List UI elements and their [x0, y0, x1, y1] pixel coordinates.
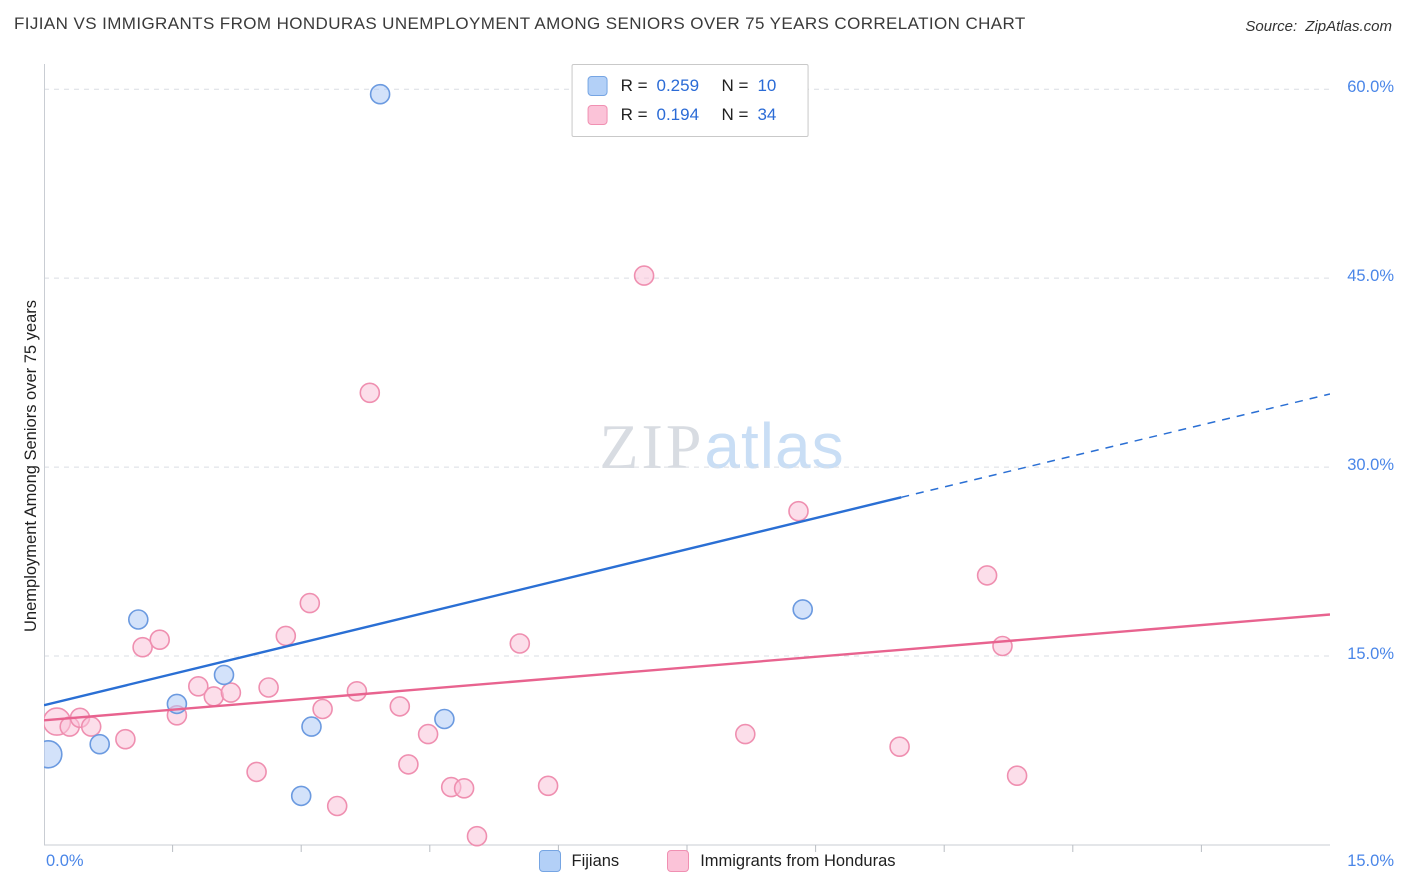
y-axis-title: Unemployment Among Seniors over 75 years: [22, 300, 40, 632]
legend-item-honduras: Immigrants from Honduras: [667, 850, 896, 872]
data-point-immigrants-from-honduras: [326, 795, 348, 817]
n-label: N =: [721, 76, 749, 95]
data-point-immigrants-from-honduras: [1006, 765, 1028, 787]
source-link[interactable]: ZipAtlas.com: [1305, 18, 1392, 35]
data-point-immigrants-from-honduras: [149, 629, 170, 651]
data-point-immigrants-from-honduras: [359, 382, 381, 404]
data-point-immigrants-from-honduras: [188, 675, 209, 697]
y-axis-tick-label: 60.0%: [1347, 78, 1394, 97]
x-axis-min-label: 0.0%: [46, 852, 84, 870]
trend-line-immigrants-from-honduras: [44, 613, 1330, 722]
legend-row-honduras: R = 0.194 N = 34: [587, 105, 788, 125]
y-axis-tick-label: 45.0%: [1347, 267, 1394, 286]
data-point-immigrants-from-honduras: [466, 825, 488, 847]
fijians-legend-swatch: [538, 850, 561, 872]
data-point-immigrants-from-honduras: [453, 777, 475, 799]
data-point-immigrants-from-honduras: [417, 723, 439, 745]
data-point-immigrants-from-honduras: [398, 754, 419, 775]
data-point-fijians: [290, 785, 312, 807]
data-point-immigrants-from-honduras: [132, 636, 153, 658]
r-value-honduras: 0.194: [656, 105, 700, 124]
data-point-immigrants-from-honduras: [788, 500, 809, 522]
correlation-stats-legend: R = 0.259 N = 10 R = 0.194 N = 34: [571, 64, 809, 137]
data-point-immigrants-from-honduras: [734, 723, 756, 745]
y-axis-tick-label: 30.0%: [1347, 456, 1394, 475]
honduras-legend-swatch: [667, 850, 690, 872]
n-value-honduras: 34: [757, 105, 777, 124]
data-point-fijians: [128, 609, 149, 630]
data-point-immigrants-from-honduras: [312, 698, 333, 720]
trend-line-extension-fijians: [901, 393, 1330, 499]
source-label: Source:: [1245, 18, 1298, 35]
data-point-immigrants-from-honduras: [992, 635, 1013, 657]
fijians-legend-label: Fijians: [571, 851, 620, 870]
data-point-immigrants-from-honduras: [633, 265, 655, 286]
n-value-fijians: 10: [757, 76, 777, 95]
n-label: N =: [721, 105, 749, 124]
data-point-immigrants-from-honduras: [509, 633, 531, 654]
data-point-immigrants-from-honduras: [220, 682, 242, 703]
data-point-fijians: [89, 733, 111, 755]
x-axis-max-label: 15.0%: [1347, 852, 1394, 870]
data-point-immigrants-from-honduras: [203, 686, 225, 707]
r-label: R =: [620, 76, 648, 95]
data-point-fijians: [792, 599, 814, 620]
data-point-immigrants-from-honduras: [258, 677, 279, 698]
source-attribution: Source: ZipAtlas.com: [1245, 18, 1392, 35]
data-point-immigrants-from-honduras: [80, 716, 102, 737]
data-point-immigrants-from-honduras: [346, 680, 368, 702]
data-point-fijians: [44, 740, 63, 769]
scatter-plot-canvas: [44, 64, 1330, 852]
data-point-immigrants-from-honduras: [299, 592, 321, 614]
fijians-swatch: [587, 76, 608, 96]
page-title: FIJIAN VS IMMIGRANTS FROM HONDURAS UNEMP…: [14, 14, 1026, 33]
data-point-immigrants-from-honduras: [537, 775, 559, 797]
r-label: R =: [620, 105, 648, 124]
data-point-fijians: [369, 83, 391, 105]
data-point-fijians: [301, 716, 322, 737]
trend-line-fijians: [44, 496, 902, 707]
watermark-zip: ZIP: [599, 411, 705, 482]
r-value-fijians: 0.259: [656, 76, 700, 95]
data-point-immigrants-from-honduras: [246, 761, 267, 783]
data-point-immigrants-from-honduras: [889, 736, 910, 758]
honduras-legend-label: Immigrants from Honduras: [700, 851, 896, 870]
data-point-immigrants-from-honduras: [976, 565, 998, 586]
honduras-swatch: [587, 105, 608, 125]
legend-row-fijians: R = 0.259 N = 10: [587, 76, 788, 96]
data-point-fijians: [434, 708, 455, 730]
series-legend: Fijians Immigrants from Honduras: [14, 850, 1406, 872]
data-point-immigrants-from-honduras: [115, 728, 136, 750]
data-point-immigrants-from-honduras: [389, 696, 411, 717]
legend-item-fijians: Fijians: [538, 850, 620, 872]
data-point-fijians: [213, 664, 235, 686]
data-point-immigrants-from-honduras: [275, 625, 297, 647]
y-axis-tick-label: 15.0%: [1347, 645, 1394, 664]
